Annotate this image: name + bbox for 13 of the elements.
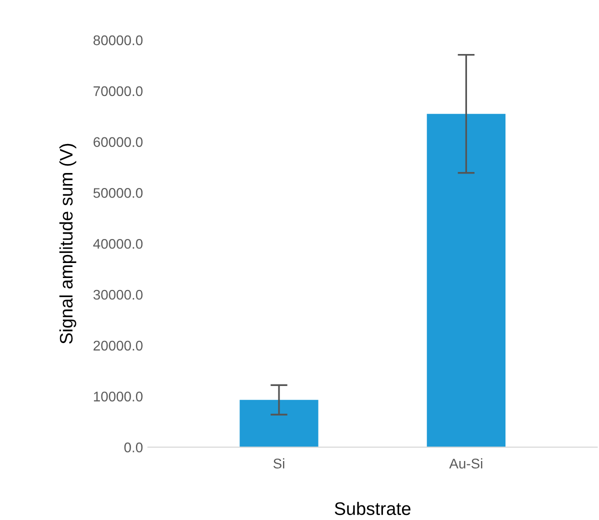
y-tick-label: 60000.0 [94, 137, 143, 147]
x-tick-label: Si [273, 458, 284, 469]
y-tick-label: 70000.0 [94, 86, 143, 96]
x-axis-title: Substrate [334, 502, 410, 516]
y-tick-label: 30000.0 [93, 290, 143, 300]
y-tick-label: 0.0 [124, 442, 143, 452]
y-tick-label: 80000.0 [93, 35, 143, 46]
y-tick-label: 50000.0 [93, 188, 143, 198]
y-tick-label: 40000.0 [93, 238, 143, 249]
y-tick-label: 10000.0 [94, 392, 143, 402]
y-axis-title: Signal amplitude sum (V) [59, 144, 76, 344]
x-tick-label: Au-Si [449, 458, 482, 469]
y-tick-label: 20000.0 [94, 340, 143, 351]
